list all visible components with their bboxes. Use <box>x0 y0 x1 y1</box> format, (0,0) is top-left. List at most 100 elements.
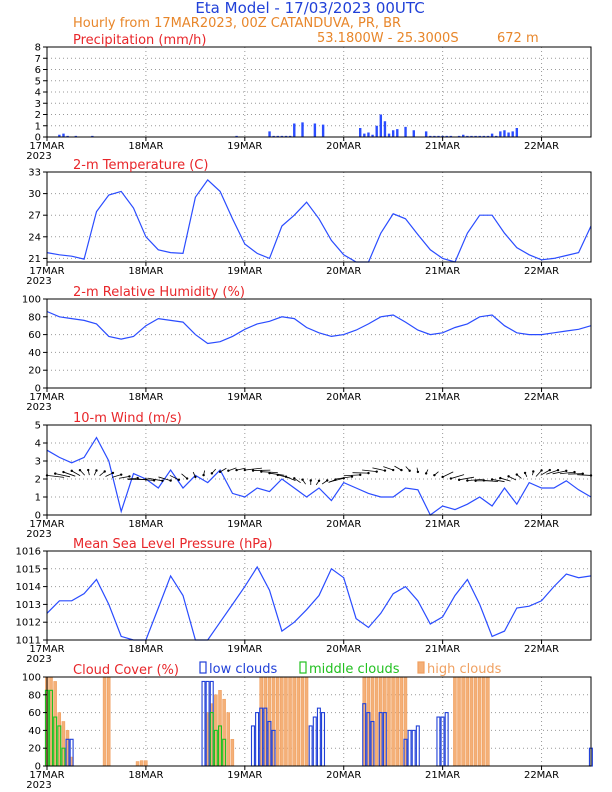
wind-barb <box>383 466 394 471</box>
x-tick-label: 19MAR <box>227 644 262 655</box>
wind-barb-head <box>548 468 551 472</box>
wind-barb <box>459 476 475 481</box>
x-tick-label: 19MAR <box>227 266 262 277</box>
precip-bar <box>301 122 304 137</box>
wind-barb <box>343 474 361 477</box>
wind-barb <box>158 476 171 481</box>
cloud-bar-high-clouds <box>453 676 457 767</box>
wind-barb-head <box>235 468 238 472</box>
wind-barb-head <box>466 479 469 482</box>
cloud-bar-high-clouds <box>465 676 470 767</box>
wind-barb-head <box>457 478 461 482</box>
x-year-label: 2023 <box>26 654 51 665</box>
cloud-bar-low-clouds <box>321 712 326 767</box>
wind-barb-head <box>507 475 510 478</box>
wind-barb-head <box>268 471 271 475</box>
plot-frame <box>46 424 592 516</box>
cloud-bar-low-clouds <box>308 725 313 767</box>
wind-barb-head <box>54 472 57 475</box>
y-tick-label: 40 <box>28 726 41 737</box>
x-tick-label: 21MAR <box>425 519 460 530</box>
chart-title: Eta Model - 17/03/2023 00UTC <box>195 0 424 17</box>
y-tick-label: 8 <box>35 43 41 54</box>
wind-barb <box>329 477 344 483</box>
x-tick-label: 20MAR <box>326 392 361 403</box>
x-tick-label: 20MAR <box>326 770 361 781</box>
wind-barb <box>111 474 122 478</box>
x-tick-label: 18MAR <box>128 644 163 655</box>
precip-bar <box>499 131 502 137</box>
wind-barb-head <box>169 479 172 482</box>
x-tick-label: 20MAR <box>326 519 361 530</box>
cloud-bar-high-clouds <box>457 676 461 767</box>
y-tick-label: 100 <box>22 673 41 684</box>
x-tick-label: 22MAR <box>524 141 559 152</box>
y-tick-label: 1 <box>35 493 41 504</box>
panel-title: 2-m Temperature (C) <box>73 158 208 173</box>
wind-barb-head <box>375 470 378 473</box>
wind-barb-head <box>301 478 304 481</box>
precip-bar <box>391 130 395 137</box>
cloud-bar-high-clouds <box>391 676 395 767</box>
precip-bar <box>280 135 284 137</box>
cloud-bar-high-clouds <box>144 760 148 767</box>
wind-barb <box>181 473 188 479</box>
precip-bar <box>433 135 436 137</box>
wind-barb <box>105 472 114 477</box>
x-tick-label: 17MAR <box>29 770 64 781</box>
precip-bar <box>490 133 494 137</box>
precip-bar <box>363 133 366 137</box>
legend-swatch <box>417 661 425 674</box>
wind-barb <box>394 465 402 471</box>
wind-barb-head <box>70 469 73 473</box>
precip-bar <box>503 130 506 137</box>
precip-bar <box>507 132 510 137</box>
precip-bar <box>441 135 444 137</box>
wind-barb-head <box>119 473 123 476</box>
precip-bar <box>293 123 296 137</box>
wind-barb <box>55 473 71 478</box>
precip-bar <box>359 128 362 137</box>
wind-barb-head <box>499 476 502 480</box>
precip-bar <box>495 135 498 137</box>
x-tick-label: 18MAR <box>128 266 163 277</box>
wind-barb-head <box>532 470 535 473</box>
series-line-wind <box>46 436 592 516</box>
precip-bar <box>466 135 469 137</box>
precip-bar <box>371 134 374 137</box>
panel-title: Precipitation (mm/h) <box>73 33 206 48</box>
wind-barb-head <box>383 469 387 472</box>
wind-barb-head <box>260 470 263 473</box>
wind-barb-head <box>62 470 65 474</box>
y-tick-label: 6 <box>35 65 41 76</box>
y-tick-label: 3 <box>35 457 41 468</box>
wind-barb-head <box>95 469 98 472</box>
wind-barb-head <box>523 471 527 475</box>
cloud-bar-high-clouds <box>387 676 391 767</box>
wind-barb <box>236 467 246 471</box>
cloud-bar-low-clouds <box>255 712 260 767</box>
wind-barb-head <box>449 477 453 480</box>
y-tick-label: 80 <box>28 690 41 701</box>
wind-barb <box>294 478 301 484</box>
header-subtitle: Hourly from 17MAR2023, 00Z CATANDUVA, PR… <box>73 16 401 31</box>
wind-barb-head <box>581 472 584 475</box>
wind-barb-head <box>441 475 444 479</box>
x-tick-label: 19MAR <box>227 141 262 152</box>
x-tick-label: 19MAR <box>227 770 262 781</box>
y-tick-label: 0 <box>35 511 41 522</box>
precip-bar <box>276 135 279 137</box>
y-tick-label: 24 <box>28 232 41 243</box>
cloud-bar-low-clouds <box>436 716 441 767</box>
precip-bar <box>268 131 271 137</box>
cloud-bar-high-clouds <box>230 738 235 767</box>
wind-barb-head <box>243 468 247 472</box>
wind-barb <box>500 477 511 482</box>
y-tick-label: 1016 <box>16 547 41 558</box>
y-tick-label: 1011 <box>16 636 41 647</box>
cloud-bar-high-clouds <box>477 676 482 767</box>
cloud-bar-high-clouds <box>292 676 296 767</box>
precip-bar <box>449 135 453 137</box>
precip-bar <box>445 135 448 137</box>
wind-barb-head <box>218 470 222 474</box>
